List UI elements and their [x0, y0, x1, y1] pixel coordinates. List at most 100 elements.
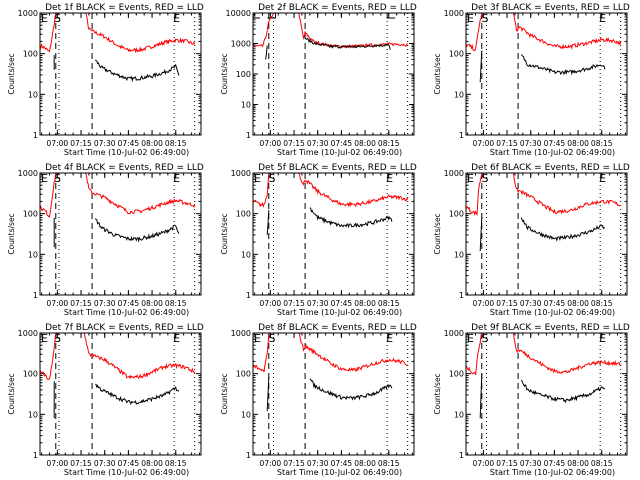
plot-frame	[465, 332, 628, 456]
y-axis-label: Counts/sec	[220, 53, 229, 94]
marker-e-left: E	[41, 12, 48, 25]
series-lld-red	[40, 13, 196, 54]
x-tick-label: 07:30	[307, 139, 329, 148]
chart-title: Det 3f BLACK = Events, RED = LLD	[471, 3, 630, 13]
y-tick-label: 1	[246, 451, 251, 460]
chart-panel-7: Det 7f BLACK = Events, RED = LLD 1 10 100 10…	[7, 323, 204, 477]
y-tick-label: 1000	[231, 40, 251, 49]
marker-e-left: E	[467, 12, 474, 25]
y-tick-label: 10	[241, 101, 251, 110]
chart-panel-3: Det 3f BLACK = Events, RED = LLD 1 10 100 10…	[433, 3, 630, 157]
y-tick-label: 1000	[444, 9, 464, 18]
series-events-black	[479, 50, 606, 83]
x-tick-label: 07:45	[118, 139, 140, 148]
chart-panel-5: Det 5f BLACK = Events, RED = LLD 1 10 100 10…	[220, 163, 417, 317]
chart-panel-1: Det 1f BLACK = Events, RED = LLD 1 10 100 10…	[7, 3, 204, 157]
marker-e-right: E	[173, 172, 180, 185]
chart-title: Det 5f BLACK = Events, RED = LLD	[258, 163, 417, 173]
marker-e-left: E	[41, 172, 48, 185]
x-tick-label: 07:15	[496, 299, 518, 308]
y-tick-label: 100	[236, 370, 251, 379]
y-tick-label: 10	[241, 410, 251, 419]
x-tick-label: 08:00	[141, 459, 163, 468]
series-events-black	[53, 55, 180, 83]
y-tick-label: 1	[246, 291, 251, 300]
x-tick-label: 08:00	[141, 139, 163, 148]
y-tick-label: 10000	[226, 9, 251, 18]
marker-e-left: E	[41, 332, 48, 345]
marker-s: S	[269, 172, 276, 185]
series-events-black	[479, 373, 606, 419]
series-events-black	[479, 217, 605, 252]
marker-s: S	[482, 332, 489, 345]
plot-frame	[252, 12, 415, 136]
x-tick-label: 07:15	[496, 459, 518, 468]
y-tick-label: 1000	[231, 329, 251, 338]
chart-title: Det 1f BLACK = Events, RED = LLD	[45, 3, 204, 13]
x-tick-label: 07:15	[70, 139, 92, 148]
y-tick-label: 10	[28, 250, 38, 259]
x-tick-label: 08:00	[141, 299, 163, 308]
series-lld-red	[253, 173, 409, 209]
marker-s: S	[54, 12, 61, 25]
marker-e-right: E	[599, 12, 606, 25]
plot-frame	[39, 172, 202, 296]
marker-e-left: E	[467, 172, 474, 185]
y-axis-label: Counts/sec	[7, 213, 16, 254]
y-tick-label: 1	[33, 291, 38, 300]
plot-frame	[465, 172, 628, 296]
series-events-black	[266, 376, 393, 412]
x-tick-label: 07:45	[544, 459, 566, 468]
y-tick-label: 10	[454, 90, 464, 99]
x-axis-label: Start Time (10-Jul-02 06:49:00)	[64, 308, 189, 317]
x-tick-label: 07:30	[520, 299, 542, 308]
series-lld-red	[253, 333, 408, 373]
plot-frame	[252, 332, 415, 456]
y-axis-label: Counts/sec	[433, 213, 442, 254]
y-tick-label: 10	[28, 410, 38, 419]
y-tick-label: 100	[449, 370, 464, 379]
x-tick-label: 07:45	[544, 299, 566, 308]
y-axis-label: Counts/sec	[220, 373, 229, 414]
chart-title: Det 7f BLACK = Events, RED = LLD	[45, 323, 204, 333]
marker-s: S	[269, 332, 276, 345]
x-tick-label: 07:30	[520, 139, 542, 148]
x-tick-label: 08:00	[567, 459, 589, 468]
x-tick-label: 07:45	[331, 139, 353, 148]
x-tick-label: 07:15	[283, 459, 305, 468]
x-tick-label: 07:00	[260, 299, 282, 308]
x-axis-label: Start Time (10-Jul-02 06:49:00)	[490, 148, 615, 157]
series-lld-red	[40, 173, 196, 218]
y-tick-label: 1000	[444, 169, 464, 178]
y-tick-label: 1000	[18, 169, 38, 178]
marker-s: S	[54, 172, 61, 185]
x-axis-label: Start Time (10-Jul-02 06:49:00)	[277, 148, 402, 157]
series-events-black	[53, 381, 180, 419]
x-tick-label: 07:15	[70, 459, 92, 468]
x-tick-label: 07:00	[260, 139, 282, 148]
x-tick-label: 08:15	[165, 139, 187, 148]
x-axis-label: Start Time (10-Jul-02 06:49:00)	[64, 148, 189, 157]
y-tick-label: 1	[33, 131, 38, 140]
y-tick-label: 100	[449, 50, 464, 59]
plot-frame	[39, 332, 202, 456]
chart-title: Det 9f BLACK = Events, RED = LLD	[471, 323, 630, 333]
x-tick-label: 07:00	[473, 299, 495, 308]
x-tick-label: 07:00	[473, 459, 495, 468]
x-tick-label: 07:45	[544, 139, 566, 148]
x-tick-label: 08:15	[378, 139, 400, 148]
x-axis-label: Start Time (10-Jul-02 06:49:00)	[64, 468, 189, 477]
chart-panel-9: Det 9f BLACK = Events, RED = LLD 1 10 100 10…	[433, 323, 630, 477]
x-tick-label: 08:00	[567, 139, 589, 148]
x-tick-label: 07:30	[94, 459, 116, 468]
y-axis-label: Counts/sec	[433, 53, 442, 94]
series-lld-red	[40, 333, 196, 380]
x-tick-label: 08:15	[378, 459, 400, 468]
x-tick-label: 07:30	[94, 299, 116, 308]
x-tick-label: 08:15	[165, 459, 187, 468]
x-tick-label: 08:00	[354, 139, 376, 148]
x-tick-label: 07:15	[496, 139, 518, 148]
x-tick-label: 07:45	[331, 459, 353, 468]
series-events-black	[266, 207, 393, 235]
y-tick-label: 10	[454, 410, 464, 419]
